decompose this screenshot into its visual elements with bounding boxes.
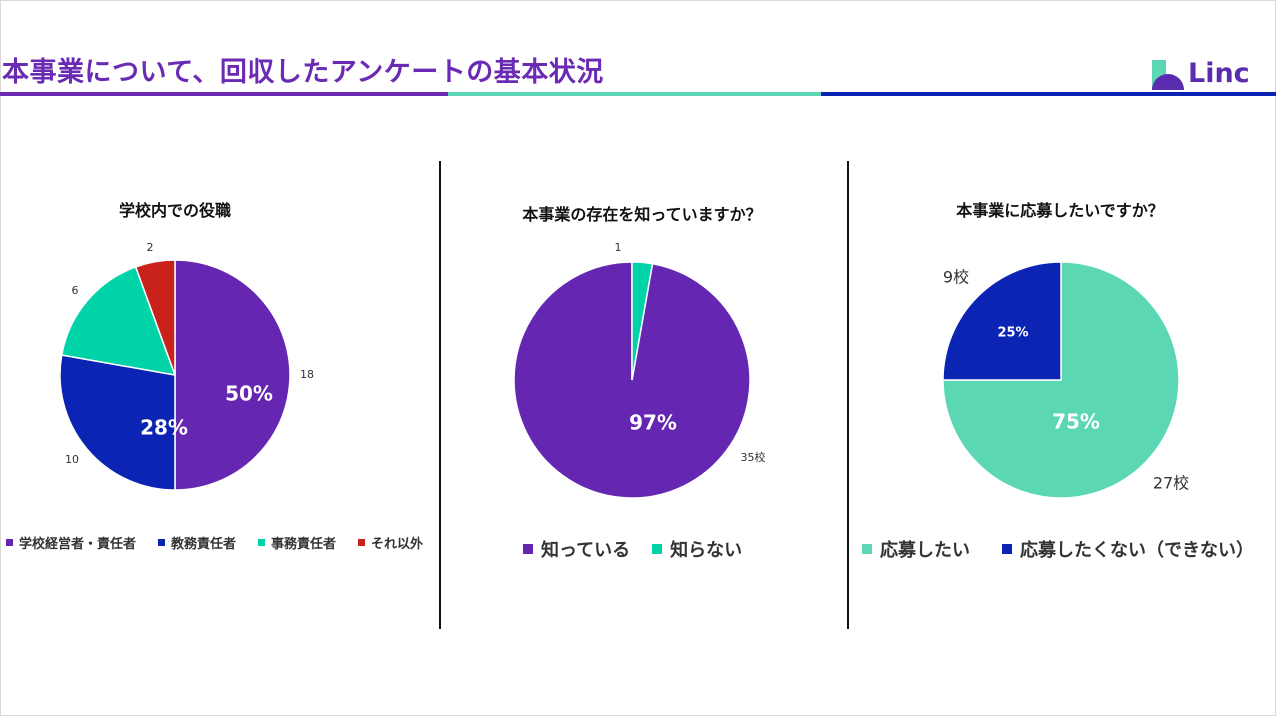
legend-swatch — [523, 544, 533, 554]
legend-swatch — [358, 539, 366, 546]
legend-label: 教務責任者 — [171, 537, 237, 552]
legend-label: 知らない — [670, 540, 743, 561]
linc-logo: Linc — [1150, 58, 1262, 92]
legend-item-role-2: 事務責任者 — [258, 533, 336, 552]
legend-swatch — [652, 544, 663, 554]
legend-swatch — [6, 539, 13, 546]
legend-swatch — [158, 539, 166, 546]
title-underline-teal — [448, 92, 821, 96]
legend-item-role-3: それ以外 — [358, 533, 423, 552]
legend-role: 学校経営者・責任者 教務責任者 事務責任者 それ以外 — [6, 533, 423, 552]
pie-percent-label: 75% — [1052, 410, 1100, 434]
legend-swatch — [862, 544, 872, 554]
pie-slice — [60, 265, 177, 376]
legend-swatch — [258, 539, 266, 546]
legend-item-apply-0: 応募したい — [862, 536, 970, 562]
legend-label: それ以外 — [371, 537, 424, 552]
legend-item-awareness-1: 知らない — [652, 536, 742, 562]
pie-slice — [942, 261, 1180, 499]
legend-apply: 応募したい 応募したくない（できない） — [862, 536, 1254, 562]
pie-slice — [631, 261, 654, 381]
pie-percent-label: 97% — [629, 411, 677, 435]
linc-logo-icon — [1152, 60, 1184, 90]
legend-label: 事務責任者 — [271, 537, 337, 552]
chart-title-awareness: 本事業の存在を知っていますか？ — [522, 205, 762, 224]
pie-slice — [134, 259, 176, 376]
pie-percent-label: 28% — [140, 416, 188, 440]
legend-item-apply-1: 応募したくない（できない） — [1002, 536, 1254, 562]
pie-count-label: 1 — [615, 241, 622, 254]
pie-count-label: 27校 — [1153, 474, 1189, 493]
legend-item-role-0: 学校経営者・責任者 — [6, 533, 136, 552]
divider-1 — [439, 161, 441, 629]
legend-label: 応募したい — [880, 540, 970, 561]
legend-swatch — [1002, 544, 1012, 554]
legend-awareness: 知っている 知らない — [523, 536, 742, 562]
slide-title: 本事業について、回収したアンケートの基本状況 — [2, 57, 604, 88]
pie-count-label: 18 — [300, 368, 314, 381]
pie-percent-label: 50% — [225, 382, 273, 406]
legend-label: 応募したくない（できない） — [1020, 540, 1254, 561]
divider-2 — [847, 161, 849, 629]
pie-chart-role: 50% 18 28% 10 6 2 — [59, 241, 314, 491]
pie-count-label: 2 — [147, 241, 154, 254]
pie-count-label: 10 — [65, 453, 79, 466]
pie-chart-awareness: 97% 35校 1 — [513, 241, 766, 499]
linc-logo-text: Linc — [1188, 58, 1250, 89]
pie-slice — [942, 261, 1062, 381]
legend-label: 学校経営者・責任者 — [19, 537, 137, 552]
chart-title-role: 学校内での役職 — [118, 201, 232, 220]
pie-slice — [59, 354, 176, 491]
title-underline-purple — [0, 92, 448, 96]
pie-percent-label: 25% — [997, 326, 1028, 341]
title-underline-blue — [821, 92, 1276, 96]
chart-title-apply: 本事業に応募したいですか？ — [956, 201, 1164, 220]
pie-slice — [174, 259, 291, 491]
legend-label: 知っている — [541, 540, 631, 561]
pie-count-label: 6 — [72, 284, 79, 297]
pie-count-label: 35校 — [741, 450, 766, 464]
pie-count-label: 9校 — [943, 268, 969, 287]
legend-item-awareness-0: 知っている — [523, 536, 630, 562]
legend-item-role-1: 教務責任者 — [158, 533, 236, 552]
